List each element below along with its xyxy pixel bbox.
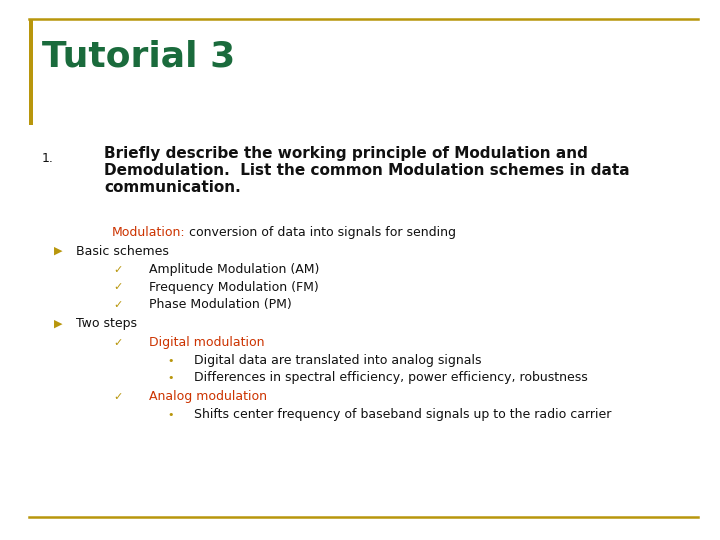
Text: ✓: ✓ — [113, 282, 122, 292]
Text: conversion of data into signals for sending: conversion of data into signals for send… — [185, 226, 456, 239]
Text: Amplitude Modulation (AM): Amplitude Modulation (AM) — [149, 264, 320, 276]
Text: ▶: ▶ — [54, 319, 63, 329]
Text: 1.: 1. — [42, 152, 53, 165]
Text: communication.: communication. — [104, 180, 241, 195]
Text: Two steps: Two steps — [76, 318, 137, 330]
Bar — [29, 19, 33, 125]
Text: •: • — [168, 373, 174, 383]
Text: •: • — [168, 356, 174, 366]
Text: Shifts center frequency of baseband signals up to the radio carrier: Shifts center frequency of baseband sign… — [194, 408, 612, 421]
Text: Basic schemes: Basic schemes — [76, 245, 168, 258]
Text: Analog modulation: Analog modulation — [149, 390, 267, 403]
Text: ✓: ✓ — [113, 392, 122, 402]
Text: Briefly describe the working principle of Modulation and: Briefly describe the working principle o… — [104, 146, 588, 161]
Text: Differences in spectral efficiency, power efficiency, robustness: Differences in spectral efficiency, powe… — [194, 372, 588, 384]
Text: Modulation:: Modulation: — [112, 226, 185, 239]
Text: ✓: ✓ — [113, 265, 122, 275]
Text: Demodulation.  List the common Modulation schemes in data: Demodulation. List the common Modulation… — [104, 163, 630, 178]
Text: Tutorial 3: Tutorial 3 — [42, 40, 235, 73]
Text: ✓: ✓ — [113, 338, 122, 348]
Text: ✓: ✓ — [113, 300, 122, 309]
Text: Frequency Modulation (FM): Frequency Modulation (FM) — [149, 281, 319, 294]
Text: ▶: ▶ — [54, 246, 63, 256]
Text: Digital data are translated into analog signals: Digital data are translated into analog … — [194, 354, 482, 367]
Text: Phase Modulation (PM): Phase Modulation (PM) — [149, 298, 292, 311]
Text: Digital modulation: Digital modulation — [149, 336, 264, 349]
Text: •: • — [168, 410, 174, 420]
